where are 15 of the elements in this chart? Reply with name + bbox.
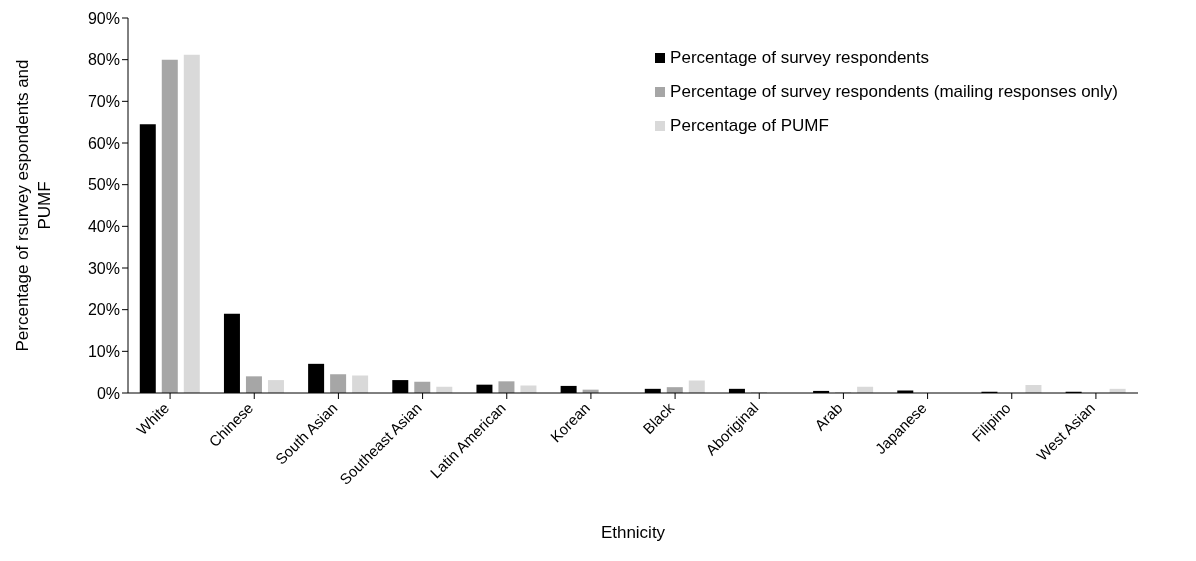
y-tick-label: 0%: [96, 384, 120, 402]
y-tick-label: 20%: [87, 301, 120, 319]
y-tick-label: 30%: [87, 259, 120, 277]
y-tick-label: 10%: [87, 343, 120, 361]
y-tick-label: 50%: [87, 176, 120, 194]
x-axis-title: Ethnicity: [600, 523, 666, 542]
legend-label: Percentage of survey respondents (mailing responses only): [670, 82, 1118, 102]
y-tick-label: 90%: [87, 9, 120, 27]
legend-label: Percentage of PUMF: [670, 116, 829, 136]
y-tick-label: 40%: [87, 218, 120, 236]
y-tick-label: 80%: [87, 51, 120, 69]
y-axis-title: Percentage of rsurvey espondents and PUMF: [13, 59, 54, 352]
y-tick-label: 70%: [87, 93, 120, 111]
legend-label: Percentage of survey respondents: [670, 48, 930, 68]
y-tick-label: 60%: [87, 134, 120, 152]
